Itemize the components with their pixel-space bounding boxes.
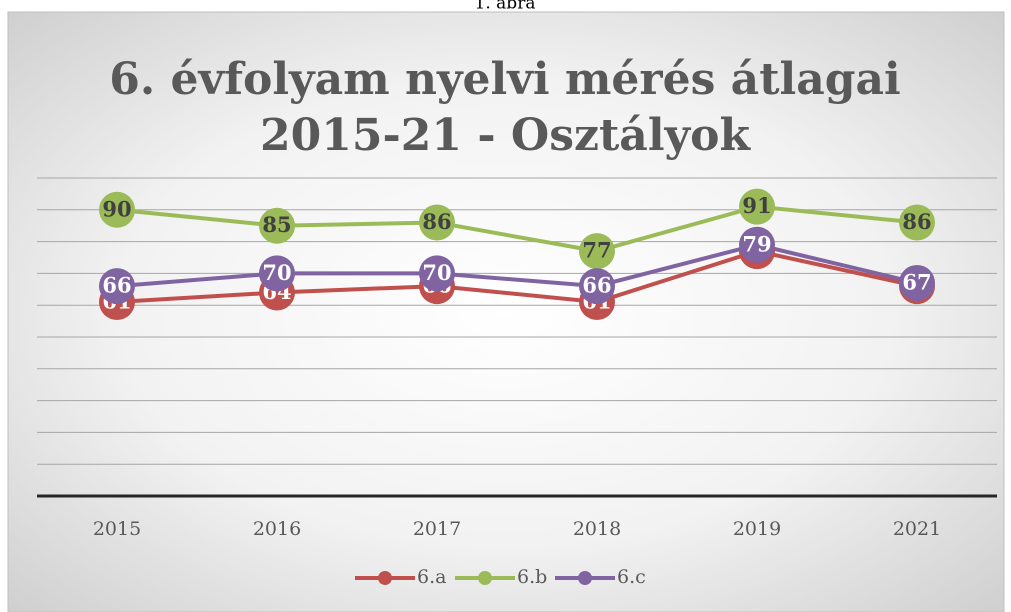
x-tick-label: 2017 [413,518,461,540]
data-point [579,268,615,305]
data-label: 70 [422,260,451,285]
x-tick-label: 2021 [893,518,941,540]
data-label: 70 [262,260,291,285]
legend-marker [378,571,392,585]
legend-label: 6.b [517,566,547,588]
data-point [259,255,295,292]
data-label: 91 [742,193,771,218]
data-point [99,191,135,228]
data-point [579,233,615,270]
chart-title: 6. évfolyam nyelvi mérés átlagai 2015-21 … [109,54,900,161]
x-tick-label: 2019 [733,518,781,540]
data-label: 67 [902,269,931,294]
legend-label: 6.c [617,566,646,588]
data-label: 77 [582,238,611,263]
chart-background [7,11,1005,612]
data-point [899,204,935,241]
data-point [99,268,135,305]
data-label: 66 [102,273,131,298]
legend-label: 6.a [417,566,446,588]
series-line [116,204,918,254]
series-line [116,249,918,305]
data-label: 86 [422,209,451,234]
data-label: 85 [262,212,291,237]
x-tick-label: 2016 [253,518,301,540]
data-label: 79 [742,231,771,256]
data-label: 90 [102,196,131,221]
x-tick-label: 2015 [93,518,141,540]
legend-marker [578,571,592,585]
series-line [116,242,918,289]
caption: 1. ábra [475,0,536,14]
data-point [259,207,295,244]
data-point [899,264,935,301]
legend-marker [478,571,492,585]
x-tick-label: 2018 [573,518,621,540]
data-point [419,204,455,241]
data-point [739,226,775,263]
data-point [419,255,455,292]
data-label: 66 [582,273,611,298]
data-label: 86 [902,209,931,234]
data-point [739,188,775,225]
